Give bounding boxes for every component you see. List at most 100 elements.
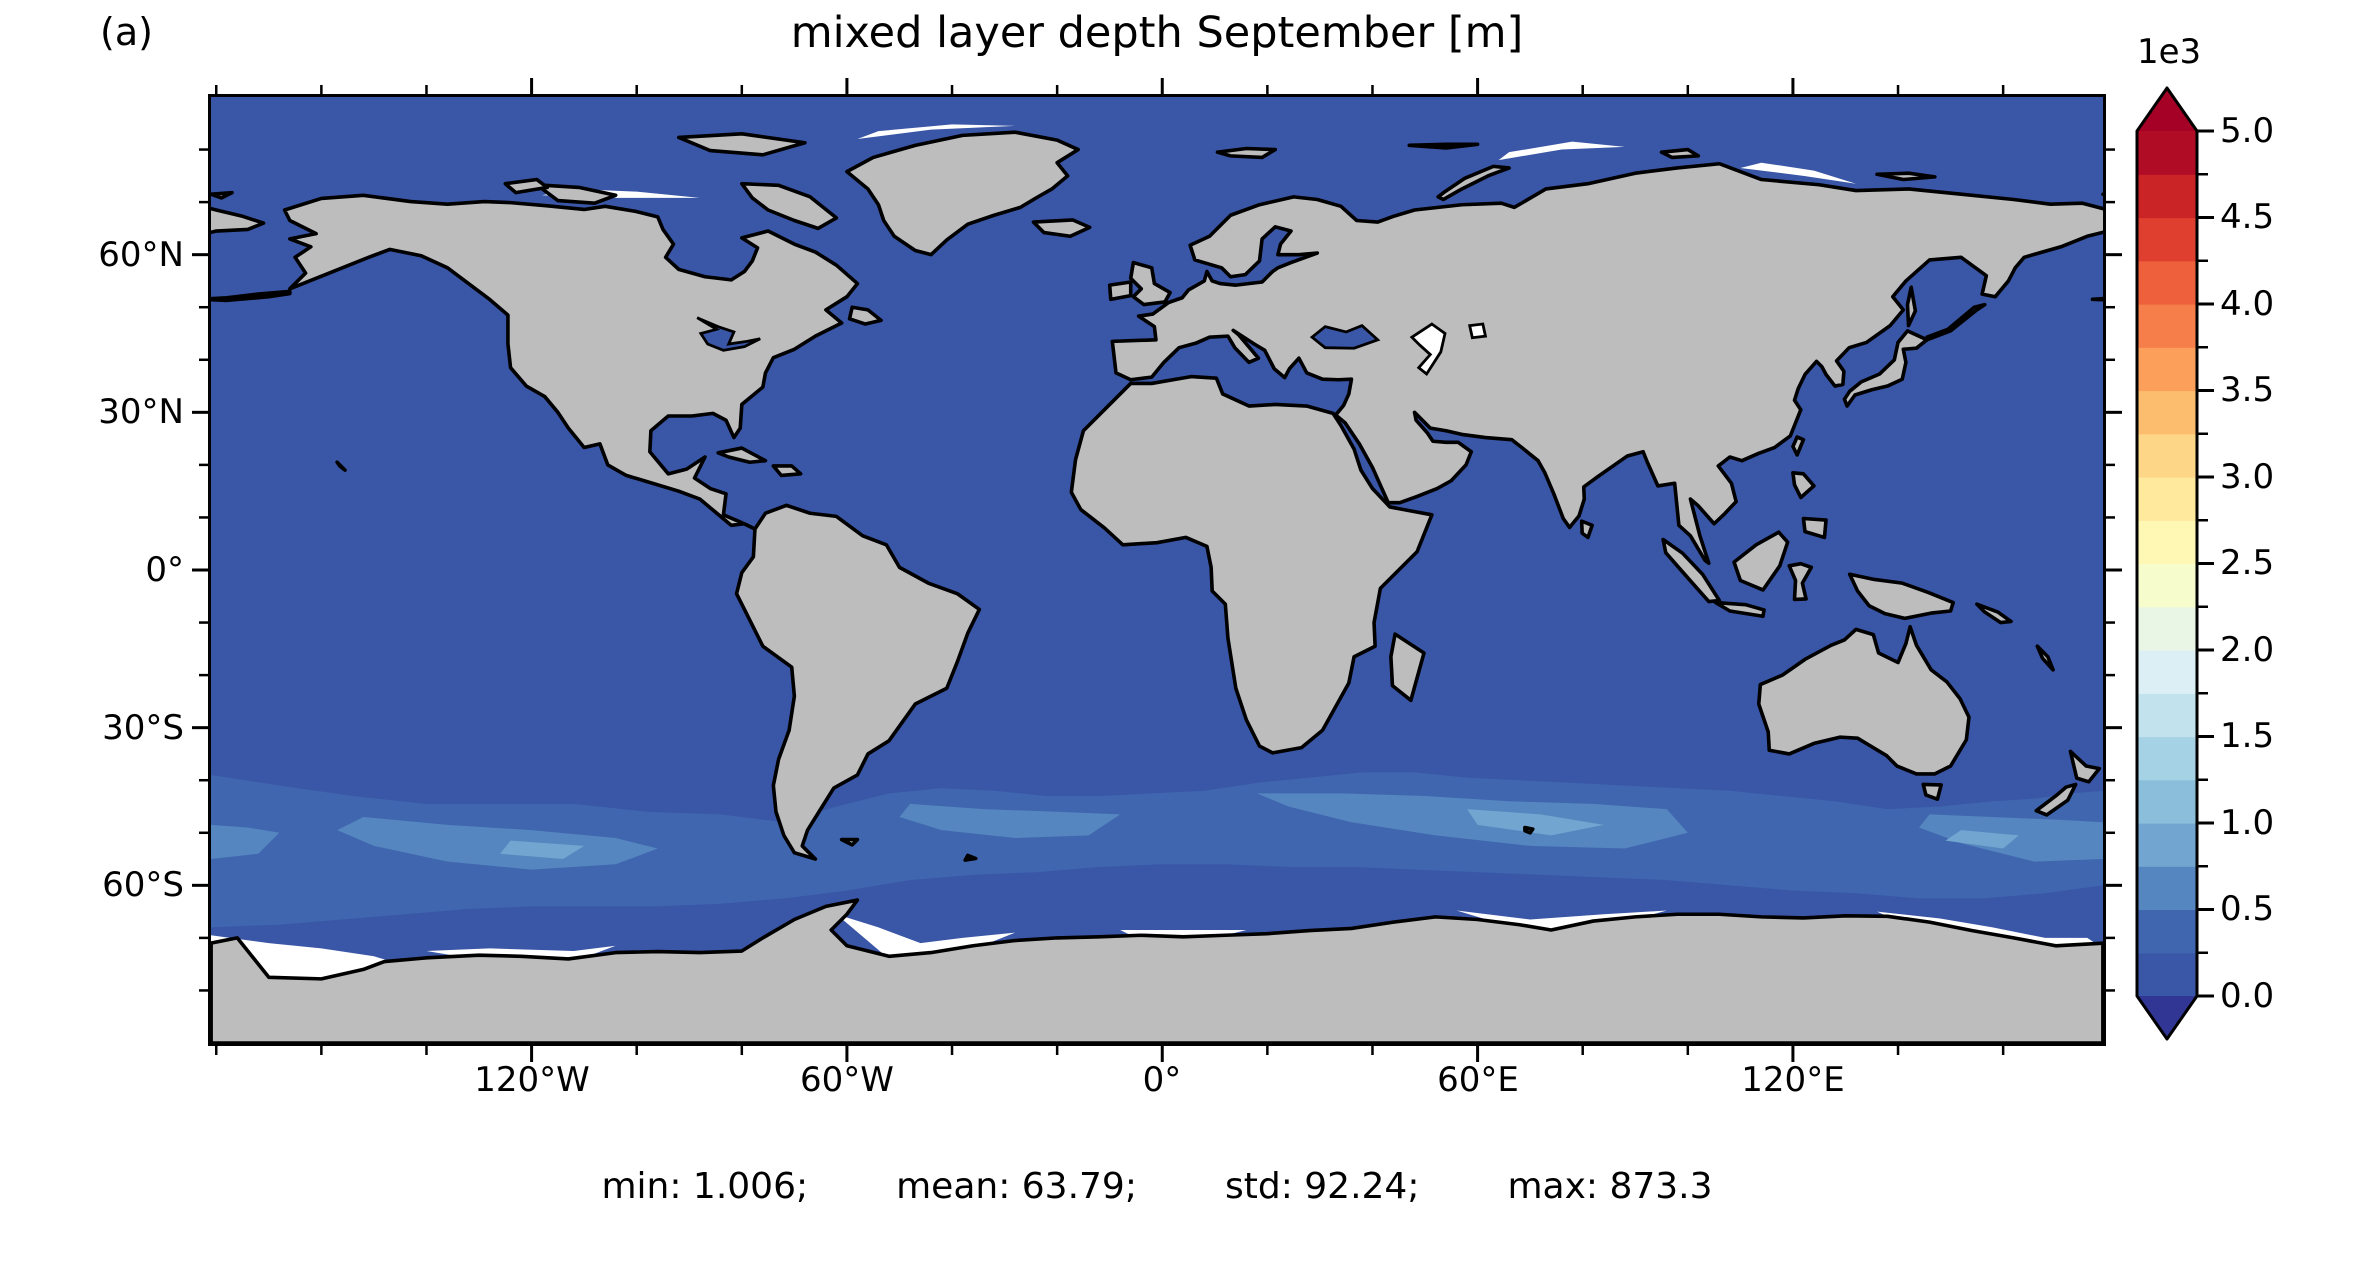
stat-max: max: 873.3 bbox=[1507, 1166, 1713, 1207]
land-polygon bbox=[850, 307, 882, 324]
x-tick-label: 60°W bbox=[800, 1060, 894, 1100]
colorbar-segment bbox=[2137, 433, 2197, 478]
land-polygon bbox=[847, 132, 1078, 254]
land-polygon bbox=[1217, 149, 1275, 158]
colorbar-tick-label: 2.5 bbox=[2220, 543, 2275, 583]
land-polygon bbox=[211, 900, 2103, 1043]
colorbar-segment bbox=[2137, 304, 2197, 348]
colorbar-segment bbox=[2137, 563, 2197, 608]
colorbar-segment bbox=[2137, 131, 2197, 175]
land-polygon bbox=[1877, 173, 1935, 179]
land-polygon bbox=[1662, 150, 1699, 158]
stat-min: min: 1.006; bbox=[601, 1166, 809, 1207]
stats-line: min: 1.006; mean: 63.79; std: 92.24; max… bbox=[211, 1166, 2103, 1207]
land-polygon bbox=[1759, 627, 1969, 774]
land-layer bbox=[211, 132, 264, 1043]
colorbar-tick-label: 0.0 bbox=[2220, 976, 2275, 1016]
colorbar-segment bbox=[2137, 909, 2197, 954]
land-polygon bbox=[1131, 263, 1170, 305]
colorbar-segment bbox=[2137, 779, 2197, 824]
land-polygon bbox=[1850, 574, 1954, 618]
colorbar-tick-label: 1.5 bbox=[2220, 716, 2275, 756]
x-tick-label: 120°E bbox=[1741, 1060, 1845, 1100]
colorbar-segment bbox=[2137, 650, 2197, 694]
colorbar-tick-label: 3.5 bbox=[2220, 370, 2275, 410]
land-polygon bbox=[1438, 166, 1509, 199]
land-polygon bbox=[1033, 220, 1089, 236]
colorbar-scale-label: 1e3 bbox=[2137, 32, 2202, 72]
southern-ocean-band-750-1000m bbox=[500, 840, 585, 860]
land-polygon bbox=[773, 466, 800, 475]
land-polygon bbox=[1525, 828, 1533, 833]
x-tick-label: 0° bbox=[1142, 1060, 1182, 1100]
colorbar-tick-label: 5.0 bbox=[2220, 111, 2275, 151]
land-polygon bbox=[505, 180, 547, 193]
y-tick-label: 60°S bbox=[102, 865, 184, 905]
colorbar-segment bbox=[2137, 823, 2197, 867]
colorbar-segment bbox=[2137, 477, 2197, 521]
y-tick-label: 60°N bbox=[98, 235, 184, 275]
no-data-region bbox=[1456, 910, 1667, 933]
land-polygon bbox=[1803, 518, 1826, 537]
colorbar-ticks bbox=[2197, 129, 2214, 998]
land-polygon bbox=[1789, 564, 1811, 600]
southern-ocean-band-500-750m bbox=[211, 824, 280, 860]
colorbar-segment bbox=[2137, 260, 2197, 305]
land-polygon bbox=[1391, 634, 1424, 700]
land-polygon bbox=[1977, 604, 2011, 622]
land-polygon bbox=[211, 291, 290, 300]
lake-polygon bbox=[697, 318, 760, 351]
land-polygon bbox=[2036, 784, 2075, 814]
colorbar-tick-label: 3.0 bbox=[2220, 457, 2275, 497]
land-polygon bbox=[1907, 287, 1915, 325]
land-polygon bbox=[2092, 291, 2103, 300]
land-polygon bbox=[965, 855, 976, 860]
land-polygon bbox=[1716, 603, 1764, 617]
stat-mean: mean: 63.79; bbox=[896, 1166, 1137, 1207]
land-polygon bbox=[537, 185, 616, 203]
colorbar-segment bbox=[2137, 217, 2197, 262]
masked-sea-polygon bbox=[1470, 324, 1486, 338]
world-map bbox=[211, 97, 2103, 1043]
colorbar-tick-label: 1.0 bbox=[2220, 803, 2275, 843]
colorbar-under-arrow bbox=[2137, 996, 2197, 1039]
land-layer bbox=[211, 132, 2103, 1043]
colorbar-segment bbox=[2137, 174, 2197, 219]
no-data-region bbox=[1498, 141, 1625, 161]
land-polygon bbox=[1793, 473, 1814, 498]
land-polygon bbox=[285, 195, 858, 529]
southern-ocean-band-500-750m bbox=[337, 817, 658, 870]
colorbar-segment bbox=[2137, 866, 2197, 911]
land-polygon bbox=[1927, 305, 1985, 340]
land-polygon bbox=[679, 134, 805, 155]
colorbar-tick-label: 4.5 bbox=[2220, 197, 2275, 237]
land-polygon bbox=[211, 164, 264, 563]
land-polygon bbox=[2070, 751, 2099, 781]
colorbar-tick-label: 4.0 bbox=[2220, 284, 2275, 324]
x-tick-label: 120°W bbox=[474, 1060, 590, 1100]
land-polygon bbox=[1793, 437, 1804, 455]
land-polygon bbox=[1409, 144, 1477, 148]
colorbar-segments bbox=[2137, 131, 2197, 997]
land-polygon bbox=[1071, 377, 1432, 753]
colorbar-segment bbox=[2137, 606, 2197, 651]
colorbar-segment bbox=[2137, 952, 2197, 997]
land-polygon bbox=[211, 193, 232, 198]
land-polygon bbox=[2037, 646, 2053, 670]
no-data-region bbox=[857, 124, 1016, 140]
land-layer bbox=[2092, 132, 2103, 1043]
colorbar-segment bbox=[2137, 520, 2197, 565]
stat-std: std: 92.24; bbox=[1224, 1166, 1420, 1207]
land-polygon bbox=[1582, 521, 1593, 537]
masked-sea-polygon bbox=[1412, 324, 1445, 374]
land-polygon bbox=[1663, 540, 1719, 602]
panel-label: (a) bbox=[100, 10, 153, 54]
land-polygon bbox=[842, 840, 858, 845]
colorbar-segment bbox=[2137, 693, 2197, 738]
land-polygon bbox=[1923, 784, 1941, 799]
y-tick-label: 30°S bbox=[102, 708, 184, 748]
land-polygon bbox=[1734, 532, 1788, 590]
colorbar-tick-label: 2.0 bbox=[2220, 630, 2275, 670]
y-tick-label: 30°N bbox=[98, 392, 184, 432]
southern-ocean-band-500-750m bbox=[899, 803, 1121, 839]
